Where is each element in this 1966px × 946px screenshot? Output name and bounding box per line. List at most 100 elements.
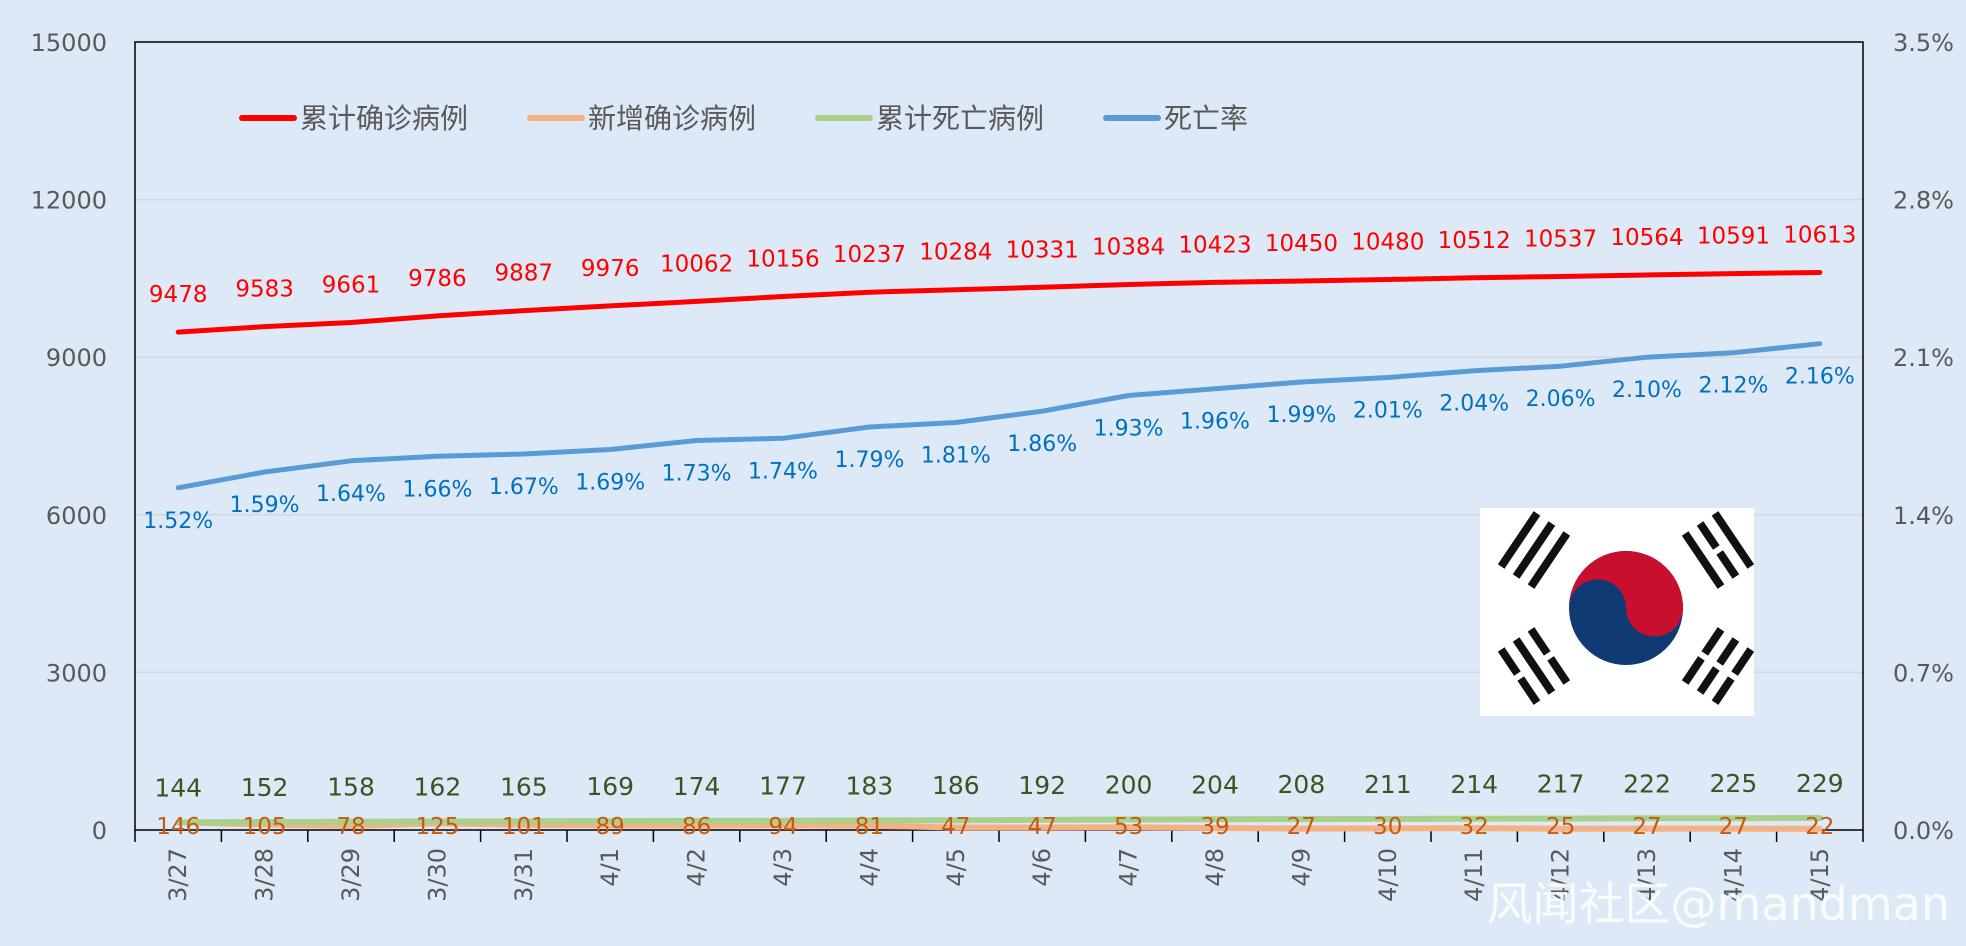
data-label: 229 (1796, 769, 1844, 798)
data-label: 1.64% (316, 482, 386, 507)
data-label: 53 (1114, 814, 1143, 840)
data-label: 1.59% (230, 493, 300, 518)
data-label: 1.96% (1180, 410, 1250, 435)
data-label: 94 (768, 814, 797, 840)
data-label: 1.66% (402, 477, 472, 502)
data-label: 1.86% (1007, 432, 1077, 457)
data-label: 186 (932, 771, 980, 800)
data-label: 10062 (660, 251, 733, 277)
y-right-tick-label: 1.4% (1893, 502, 1954, 530)
x-tick-label: 4/6 (1028, 848, 1056, 887)
data-label: 9786 (408, 266, 467, 292)
data-label: 217 (1537, 770, 1585, 799)
series-lines (175, 270, 1823, 832)
x-tick-label: 4/1 (596, 848, 624, 887)
data-label: 10237 (833, 242, 906, 268)
data-label: 165 (500, 772, 548, 801)
y-left-tick-label: 12000 (31, 187, 107, 215)
x-tick-label: 4/15 (1806, 848, 1834, 902)
y-left-tick-label: 6000 (46, 502, 107, 530)
data-label: 27 (1632, 814, 1661, 840)
data-label: 222 (1623, 769, 1671, 798)
data-label: 25 (1546, 814, 1575, 840)
x-tick-label: 4/2 (683, 848, 711, 887)
x-tick-label: 3/28 (251, 848, 279, 902)
data-label: 152 (241, 773, 289, 802)
data-label: 174 (673, 772, 721, 801)
x-tick-label: 4/14 (1719, 848, 1747, 902)
x-tick-label: 4/7 (1115, 848, 1143, 887)
data-label: 146 (156, 814, 200, 840)
data-label: 22 (1805, 814, 1834, 840)
x-tick-label: 4/11 (1460, 848, 1488, 902)
data-label: 47 (1028, 814, 1057, 840)
data-label: 1.93% (1094, 416, 1164, 441)
data-label: 225 (1710, 769, 1758, 798)
legend-label: 死亡率 (1164, 102, 1248, 135)
y-left-tick-label: 0 (92, 817, 107, 845)
y-right-tick-label: 0.7% (1893, 659, 1954, 687)
data-label: 101 (502, 814, 546, 840)
data-label: 1.74% (748, 459, 818, 484)
data-label: 192 (1018, 771, 1066, 800)
y-right-tick-label: 2.8% (1893, 187, 1954, 215)
data-label: 10480 (1351, 229, 1424, 255)
data-label: 27 (1719, 814, 1748, 840)
data-label: 10450 (1265, 231, 1338, 257)
data-label: 2.16% (1785, 365, 1855, 390)
y-right-tick-label: 0.0% (1893, 817, 1954, 845)
data-label: 2.04% (1439, 392, 1509, 417)
data-label: 1.52% (143, 509, 213, 534)
data-label: 10284 (919, 240, 992, 266)
data-label: 10613 (1783, 222, 1856, 248)
data-label: 10537 (1524, 226, 1597, 252)
data-label: 9887 (495, 261, 554, 287)
data-label: 200 (1105, 770, 1153, 799)
data-label: 32 (1460, 814, 1489, 840)
data-label: 1.67% (489, 475, 559, 500)
x-tick-label: 3/29 (337, 848, 365, 902)
series-line (175, 341, 1823, 491)
y-axis-right: 0.0% 0.7% 1.4% 2.1% 2.8% 3.5% (1893, 29, 1954, 845)
data-label: 9583 (235, 277, 294, 303)
data-labels: 9478 9583 9661 9786 9887 9976 10062 10156 10237 1… (143, 222, 1856, 840)
x-tick-label: 4/5 (942, 848, 970, 887)
data-label: 2.06% (1526, 387, 1596, 412)
data-label: 9478 (149, 282, 208, 308)
y-left-tick-label: 15000 (31, 29, 107, 57)
data-label: 10423 (1178, 232, 1251, 258)
x-tick-label: 3/30 (423, 848, 451, 902)
data-label: 162 (414, 772, 462, 801)
data-label: 2.10% (1612, 378, 1682, 403)
x-tick-label: 4/9 (1287, 848, 1315, 887)
data-label: 183 (846, 771, 894, 800)
legend: 累计确诊病例 新增确诊病例 累计死亡病例 死亡率 (239, 102, 1248, 135)
y-axis-left: 0 3000 6000 9000 12000 15000 (31, 29, 107, 845)
watermark: 风闻社区@mandman (1486, 877, 1950, 931)
data-label: 214 (1450, 770, 1498, 799)
x-tick-label: 4/12 (1547, 848, 1575, 902)
data-label: 10564 (1610, 225, 1683, 251)
data-label: 204 (1191, 770, 1239, 799)
data-label: 81 (855, 814, 884, 840)
data-label: 10156 (746, 246, 819, 272)
y-left-tick-label: 3000 (46, 659, 107, 687)
data-label: 177 (759, 772, 807, 801)
data-label: 78 (336, 814, 365, 840)
x-tick-label: 3/27 (164, 848, 192, 902)
data-label: 144 (154, 773, 202, 802)
data-label: 1.81% (921, 443, 991, 468)
y-left-tick-label: 9000 (46, 344, 107, 372)
data-label: 2.01% (1353, 398, 1423, 423)
data-label: 125 (415, 814, 459, 840)
data-label: 10591 (1697, 224, 1770, 250)
x-tick-label: 4/8 (1201, 848, 1229, 887)
x-tick-label: 4/10 (1374, 848, 1402, 902)
data-label: 30 (1373, 814, 1402, 840)
data-label: 89 (596, 814, 625, 840)
data-label: 10331 (1006, 237, 1079, 263)
data-label: 9976 (581, 256, 640, 282)
y-right-tick-label: 3.5% (1893, 29, 1954, 57)
data-label: 169 (586, 772, 634, 801)
